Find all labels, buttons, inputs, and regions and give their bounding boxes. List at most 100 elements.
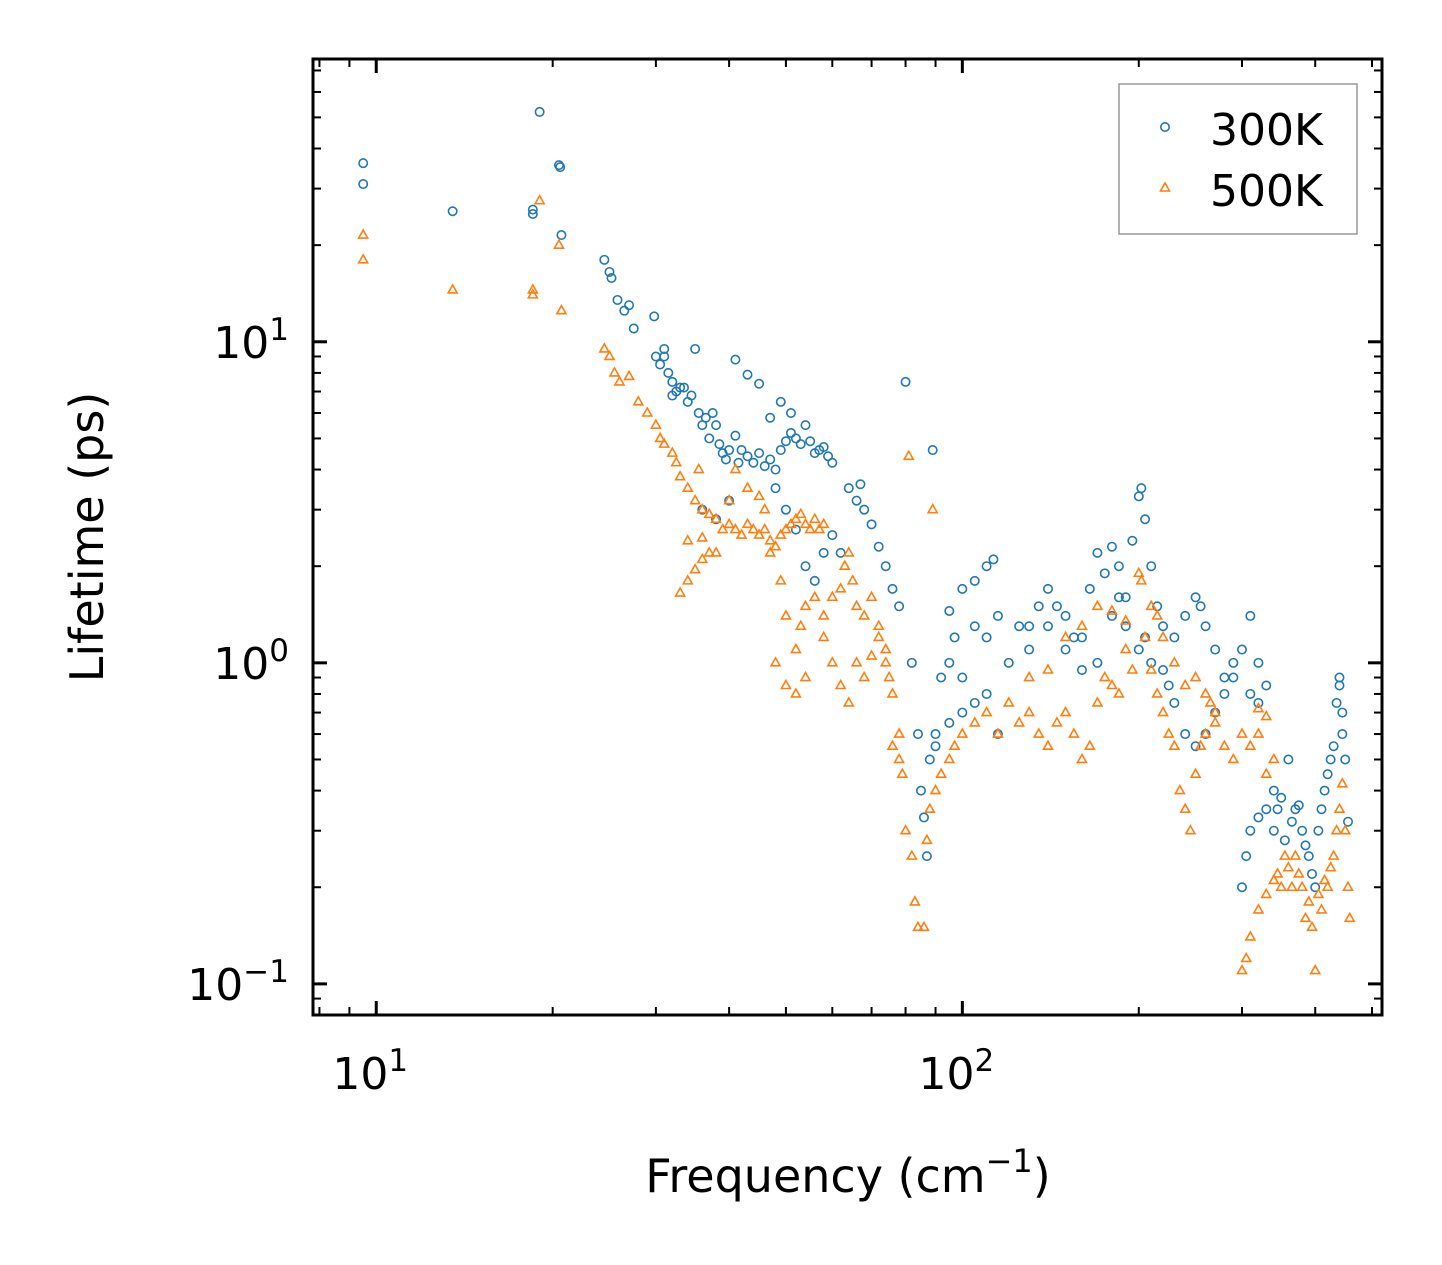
data-point-300k <box>1245 688 1256 699</box>
data-point-500k <box>956 727 969 738</box>
data-point-500k <box>623 369 635 381</box>
data-point-500k <box>710 512 722 524</box>
data-point-500k <box>1282 861 1295 872</box>
data-point-500k <box>842 546 855 557</box>
data-point-500k <box>1068 727 1080 738</box>
data-point-500k <box>921 833 933 845</box>
data-point-300k <box>944 657 955 668</box>
data-point-500k <box>1244 739 1257 750</box>
data-point-500k <box>902 449 915 461</box>
data-point-300k <box>851 495 862 506</box>
data-point-500k <box>799 599 812 611</box>
data-point-300k <box>1190 592 1201 603</box>
data-point-500k <box>764 546 777 557</box>
data-point-500k <box>918 920 930 932</box>
data-point-500k <box>716 522 729 534</box>
data-point-300k <box>667 376 678 387</box>
data-point-300k <box>534 106 545 117</box>
data-point-300k <box>1140 514 1151 525</box>
data-point-300k <box>659 343 670 354</box>
data-point-300k <box>1253 697 1264 708</box>
data-point-500k <box>1002 696 1015 707</box>
data-point-500k <box>1173 783 1186 795</box>
data-point-500k <box>923 802 936 814</box>
data-point-300k <box>800 561 811 572</box>
data-point-500k <box>654 431 666 443</box>
data-point-500k <box>357 253 370 264</box>
data-point-500k <box>1151 609 1164 620</box>
data-point-500k <box>1327 849 1340 860</box>
data-point-500k <box>674 586 687 597</box>
data-point-500k <box>1179 678 1192 690</box>
data-point-500k <box>1236 963 1248 975</box>
data-point-500k <box>834 582 847 593</box>
data-point-500k <box>1179 802 1192 814</box>
data-point-300k <box>1024 644 1035 655</box>
data-point-500k <box>842 696 855 707</box>
data-point-500k <box>899 824 912 835</box>
data-point-300k <box>843 483 854 494</box>
data-point-300k <box>1136 483 1147 494</box>
y-tick-label: 10−1 <box>187 954 289 1011</box>
y-axis-label: Lifetime (ps) <box>60 392 114 683</box>
data-point-300k <box>1268 825 1279 836</box>
data-point-300k <box>1340 754 1351 765</box>
data-point-500k <box>681 534 694 545</box>
data-point-500k <box>1023 670 1035 682</box>
data-point-500k <box>948 739 961 750</box>
data-point-300k <box>1228 657 1239 668</box>
data-point-300k <box>1042 621 1053 632</box>
legend-label-500k: 500K <box>1210 166 1324 217</box>
data-point-500k <box>794 619 807 631</box>
data-point-300k <box>1120 592 1131 603</box>
data-point-500k <box>1126 663 1139 674</box>
data-point-500k <box>858 670 871 682</box>
data-point-300k <box>1297 825 1308 836</box>
data-point-300k <box>1253 812 1264 823</box>
data-point-500k <box>865 590 878 602</box>
data-point-500k <box>1289 849 1302 860</box>
data-point-500k <box>1132 566 1145 578</box>
data-point-300k <box>1133 644 1144 655</box>
data-point-300k <box>748 457 759 468</box>
data-point-300k <box>1316 804 1327 815</box>
data-point-500k <box>1278 849 1291 860</box>
data-point-300k <box>1146 657 1157 668</box>
data-point-500k <box>879 656 892 667</box>
data-point-500k <box>723 494 735 505</box>
data-point-300k <box>1146 561 1157 572</box>
data-point-500k <box>1042 739 1054 750</box>
data-point-300k <box>765 454 776 465</box>
data-point-500k <box>1236 727 1248 738</box>
data-point-300k <box>655 359 666 370</box>
data-point-300k <box>988 554 999 565</box>
data-point-500k <box>1199 687 1212 698</box>
data-point-500k <box>613 375 626 386</box>
legend-box <box>1118 83 1358 235</box>
data-point-300k <box>733 457 744 468</box>
data-point-300k <box>624 300 635 311</box>
data-point-500k <box>598 342 611 353</box>
data-point-500k <box>1076 619 1088 631</box>
data-point-500k <box>1194 739 1207 750</box>
data-point-500k <box>632 395 645 406</box>
data-point-300k <box>818 547 829 558</box>
data-point-300k <box>981 688 992 699</box>
data-point-300k <box>742 369 753 380</box>
data-point-500k <box>446 283 459 294</box>
data-point-500k <box>790 687 802 698</box>
data-point-500k <box>1189 767 1202 778</box>
y-tick-label: 100 <box>213 633 289 690</box>
data-point-500k <box>817 630 830 642</box>
data-point-300k <box>944 606 955 617</box>
data-point-300k <box>785 408 796 419</box>
data-point-500k <box>1032 727 1045 738</box>
data-point-300k <box>1276 792 1287 803</box>
data-point-500k <box>883 670 895 682</box>
data-point-300k <box>1014 621 1025 632</box>
data-point-300k <box>770 483 781 494</box>
data-point-500k <box>1227 752 1240 764</box>
data-point-500k <box>1135 574 1148 585</box>
data-point-300k <box>790 433 801 444</box>
data-point-300k <box>659 351 670 362</box>
